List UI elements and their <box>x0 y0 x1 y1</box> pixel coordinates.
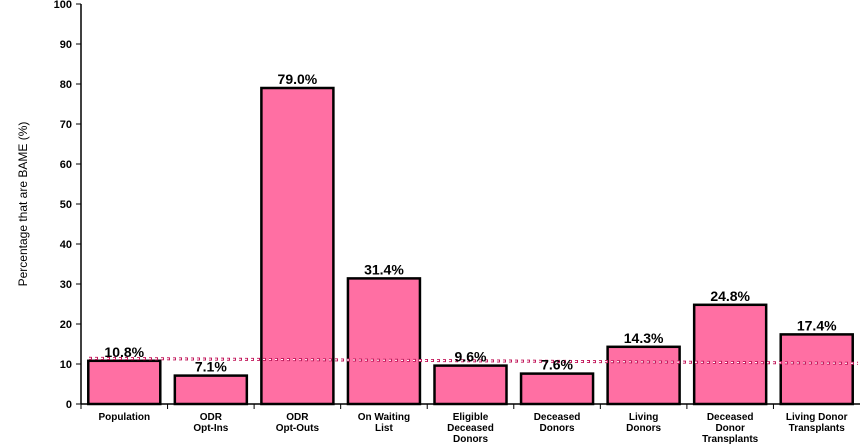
y-tick-label: 50 <box>60 199 72 211</box>
data-label: 79.0% <box>278 71 318 87</box>
data-label: 17.4% <box>797 317 837 333</box>
y-tick-label: 0 <box>66 399 72 411</box>
data-label: 9.6% <box>455 349 487 365</box>
category-label: On Waiting List <box>358 412 410 434</box>
y-tick-label: 80 <box>60 79 72 91</box>
y-tick-label: 30 <box>60 279 72 291</box>
data-label: 31.4% <box>364 261 404 277</box>
y-tick-label: 20 <box>60 319 72 331</box>
y-tick-label: 70 <box>60 119 72 131</box>
y-tick-label: 40 <box>60 239 72 251</box>
y-tick-label: 90 <box>60 39 72 51</box>
bar <box>346 277 422 406</box>
data-label: 14.3% <box>624 330 664 346</box>
category-label: Living Donors <box>626 412 661 434</box>
bar <box>692 303 768 406</box>
bar <box>87 359 162 406</box>
data-label: 7.6% <box>541 357 573 373</box>
bar <box>260 86 335 406</box>
category-label: Population <box>98 412 150 423</box>
y-tick-label: 60 <box>60 159 72 171</box>
bar <box>606 345 681 406</box>
category-label: ODR Opt-Outs <box>276 412 320 434</box>
y-axis-title: Percentage that are BAME (%) <box>16 122 30 287</box>
data-label: 7.1% <box>195 359 227 375</box>
category-label: Eligible Deceased Donors <box>447 412 494 445</box>
reference-line-highlight <box>88 357 859 364</box>
category-label: Living Donor Transplants <box>786 412 848 434</box>
bar <box>519 372 595 406</box>
data-label: 24.8% <box>710 288 750 304</box>
y-tick-label: 10 <box>60 359 72 371</box>
y-tick-label: 100 <box>54 0 72 11</box>
bar <box>433 364 508 406</box>
category-label: Deceased Donors <box>534 412 581 434</box>
bar <box>779 333 854 406</box>
data-label: 10.8% <box>104 344 144 360</box>
bar <box>173 374 249 406</box>
category-label: ODR Opt-Ins <box>193 412 228 434</box>
category-label: Deceased Donor Transplants <box>702 412 759 445</box>
